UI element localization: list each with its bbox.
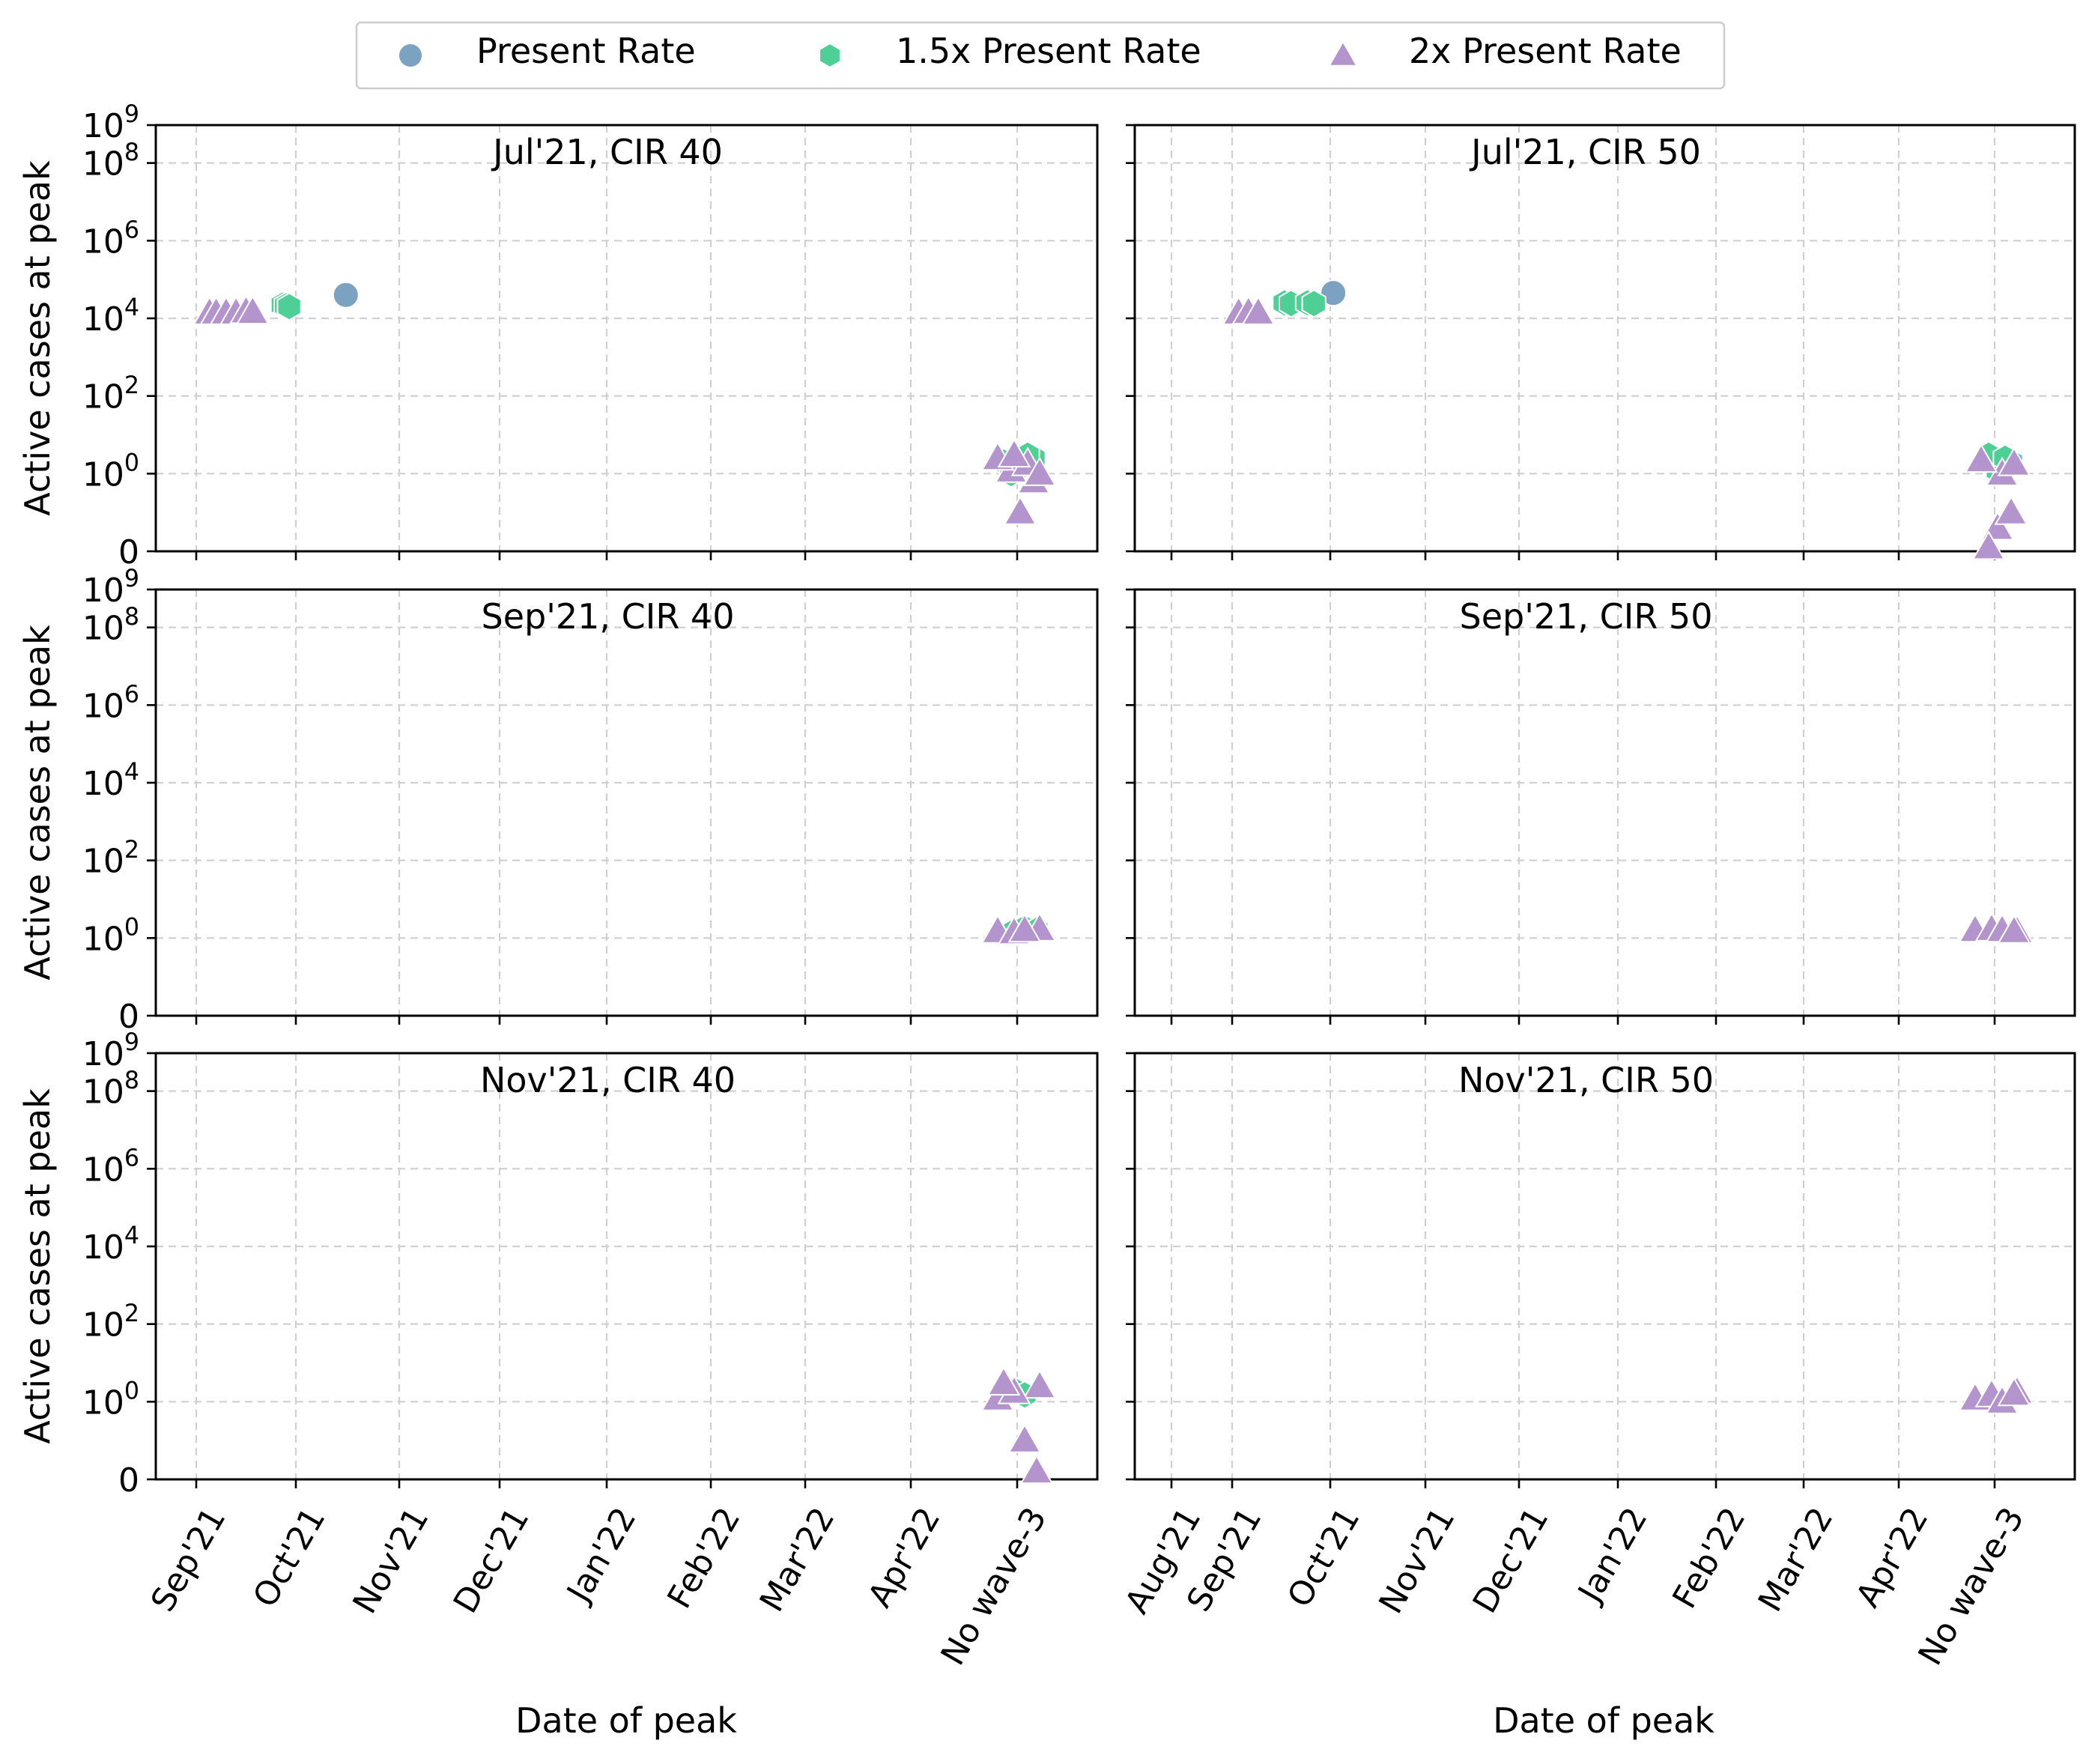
y-tick-label: 102 (82, 372, 139, 416)
y-tick-label: 0 (118, 533, 139, 572)
plot-frame (1133, 124, 2076, 553)
data-point (1022, 456, 1057, 486)
data-point (1007, 913, 1042, 943)
y-tick-label: 100 (82, 450, 139, 494)
legend-label: Present Rate (476, 31, 696, 71)
subplot-title: Sep'21, CIR 40 (482, 596, 735, 637)
subplot-title: Jul'21, CIR 50 (1469, 132, 1701, 172)
legend: Present Rate 1.5x Present Rate 2x Present … (355, 21, 1726, 90)
legend-marker-triangle (1327, 40, 1359, 67)
plot-frame (154, 588, 1099, 1017)
data-point (1022, 1369, 1057, 1399)
data-point (332, 281, 360, 309)
y-tick-label: 106 (82, 217, 139, 261)
y-axis-label: Active cases at peak (17, 625, 58, 980)
plot-frame (154, 1052, 1099, 1481)
data-point (1301, 289, 1327, 318)
subplot-4: Sep'21, CIR 50 (1126, 588, 2076, 1025)
plot-frame (154, 124, 1099, 553)
plot-frame (1133, 588, 2076, 1017)
data-point (1971, 530, 2006, 560)
data-point (997, 437, 1031, 468)
y-axis-label: Active cases at peak (17, 160, 58, 516)
legend-marker-hexagon (819, 42, 841, 69)
x-axis-label: Date of peak (515, 1700, 737, 1741)
y-tick-label: 106 (82, 1145, 139, 1189)
y-tick-label: 108 (82, 139, 139, 184)
x-axis-label: Date of peak (1493, 1700, 1714, 1741)
y-tick-label: 108 (82, 604, 139, 648)
legend-box (355, 21, 1726, 90)
y-tick-label: 104 (82, 1222, 139, 1267)
y-tick-label: 100 (82, 1378, 139, 1422)
y-tick-label: 104 (82, 759, 139, 803)
y-axis-label: Active cases at peak (17, 1088, 58, 1444)
legend-marker-circle (398, 43, 423, 68)
plot-frame (1133, 1052, 2076, 1481)
data-point (1241, 295, 1276, 325)
y-tick-label: 100 (82, 915, 139, 959)
data-point (1997, 446, 2031, 476)
y-tick-label: 0 (118, 998, 139, 1036)
y-tick-label: 109 (82, 101, 139, 145)
subplot-title: Jul'21, CIR 40 (491, 132, 723, 172)
y-tick-label: 108 (82, 1067, 139, 1112)
y-tick-label: 102 (82, 837, 139, 881)
data-point (1019, 1454, 1054, 1485)
subplot-title: Nov'21, CIR 40 (480, 1060, 736, 1100)
y-tick-label: 0 (118, 1461, 139, 1500)
data-point (276, 292, 302, 321)
data-point (235, 294, 270, 325)
data-point (1997, 914, 2031, 944)
data-point (986, 1366, 1021, 1396)
data-point (1320, 279, 1347, 307)
y-tick-label: 104 (82, 294, 139, 339)
subplot-6: Nov'21, CIR 50 (1126, 1052, 2076, 1488)
data-point (1003, 495, 1037, 525)
subplot-2: Jul'21, CIR 50 (1126, 124, 2076, 560)
data-point (1997, 1377, 2031, 1407)
y-tick-label: 109 (82, 1029, 139, 1073)
y-tick-label: 102 (82, 1300, 139, 1345)
subplot-title: Nov'21, CIR 50 (1458, 1060, 1714, 1100)
y-tick-label: 109 (82, 566, 139, 610)
data-point (1964, 443, 1998, 473)
y-tick-label: 106 (82, 682, 139, 726)
subplot-title: Sep'21, CIR 50 (1460, 596, 1713, 637)
data-point (1007, 1423, 1042, 1453)
data-point (1994, 495, 2028, 525)
legend-label: 2x Present Rate (1409, 31, 1682, 71)
legend-label: 1.5x Present Rate (896, 31, 1201, 71)
